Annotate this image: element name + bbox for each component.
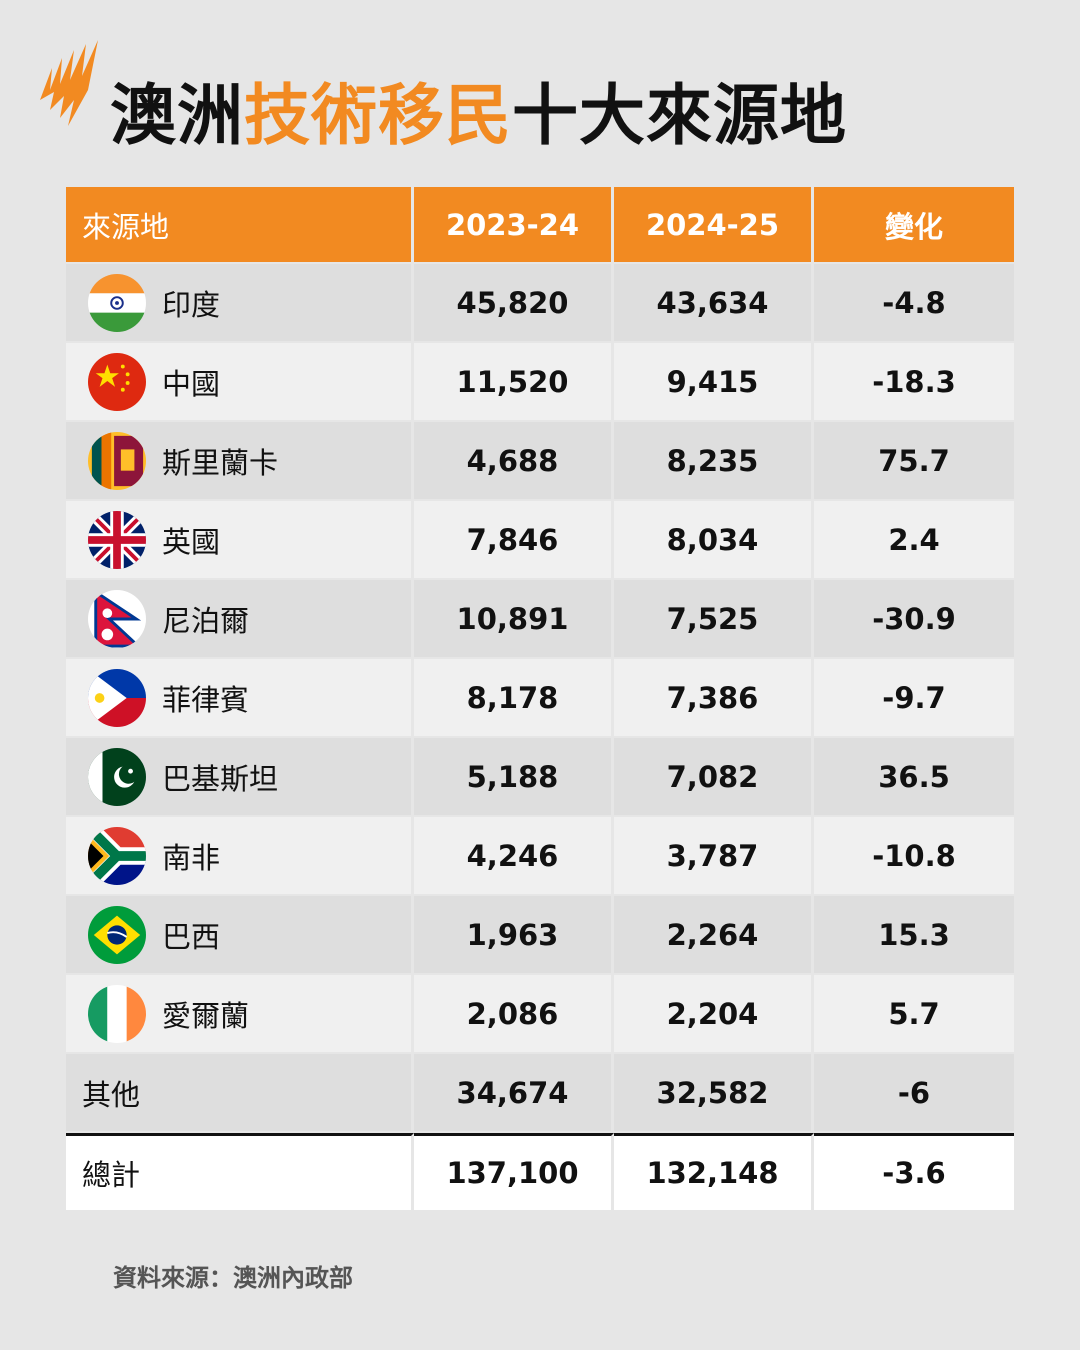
- change-value: -4.8: [814, 264, 1014, 343]
- value-2023-24: 1,963: [414, 896, 614, 975]
- india-flag-icon: [88, 273, 146, 332]
- value-2024-25: 2,204: [614, 975, 814, 1054]
- value-2024-25: 8,034: [614, 501, 814, 580]
- source-note: 資料來源：澳洲內政部: [113, 1264, 353, 1292]
- table-row: 南非 4,246 3,787 -10.8: [66, 817, 1014, 896]
- page-title: 澳洲技術移民十大來源地: [110, 77, 847, 154]
- brazil-flag-icon: [88, 905, 146, 964]
- value-2024-25: 43,634: [614, 264, 814, 343]
- migration-table: 來源地 2023-24 2024-25 變化 印度 45,820 43,634 …: [66, 187, 1014, 1212]
- country-cell: 尼泊爾: [66, 580, 414, 659]
- value-2024-25: 132,148: [614, 1133, 814, 1212]
- table-row: 印度 45,820 43,634 -4.8: [66, 264, 1014, 343]
- table-row: 巴基斯坦 5,188 7,082 36.5: [66, 738, 1014, 817]
- change-value: 36.5: [814, 738, 1014, 817]
- country-name: 南非: [162, 840, 221, 875]
- country-name: 愛爾蘭: [162, 998, 250, 1033]
- table-row: 斯里蘭卡 4,688 8,235 75.7: [66, 422, 1014, 501]
- value-2023-24: 4,246: [414, 817, 614, 896]
- country-cell: 南非: [66, 817, 414, 896]
- country-cell: 英國: [66, 501, 414, 580]
- country-name: 斯里蘭卡: [162, 445, 279, 480]
- value-2024-25: 7,082: [614, 738, 814, 817]
- country-cell: 巴基斯坦: [66, 738, 414, 817]
- change-value: -30.9: [814, 580, 1014, 659]
- header-country: 來源地: [66, 187, 414, 264]
- value-2023-24: 5,188: [414, 738, 614, 817]
- country-cell: 印度: [66, 264, 414, 343]
- header-2023-24: 2023-24: [414, 187, 614, 264]
- value-2023-24: 45,820: [414, 264, 614, 343]
- value-2023-24: 7,846: [414, 501, 614, 580]
- country-name: 巴西: [162, 919, 221, 954]
- change-value: -3.6: [814, 1133, 1014, 1212]
- total-row: 總計 137,100 132,148 -3.6: [66, 1133, 1014, 1212]
- value-2023-24: 10,891: [414, 580, 614, 659]
- value-2023-24: 4,688: [414, 422, 614, 501]
- value-2024-25: 8,235: [614, 422, 814, 501]
- value-2023-24: 34,674: [414, 1054, 614, 1133]
- table-row: 尼泊爾 10,891 7,525 -30.9: [66, 580, 1014, 659]
- change-value: -9.7: [814, 659, 1014, 738]
- value-2023-24: 8,178: [414, 659, 614, 738]
- table-header: 來源地 2023-24 2024-25 變化: [66, 187, 1014, 264]
- others-label: 其他: [66, 1054, 414, 1133]
- table-row: 愛爾蘭 2,086 2,204 5.7: [66, 975, 1014, 1054]
- change-value: -18.3: [814, 343, 1014, 422]
- table-row: 英國 7,846 8,034 2.4: [66, 501, 1014, 580]
- value-2024-25: 2,264: [614, 896, 814, 975]
- header-2024-25: 2024-25: [614, 187, 814, 264]
- ireland-flag-icon: [88, 984, 146, 1043]
- others-row: 其他 34,674 32,582 -6: [66, 1054, 1014, 1133]
- change-value: 2.4: [814, 501, 1014, 580]
- change-value: 15.3: [814, 896, 1014, 975]
- value-2023-24: 11,520: [414, 343, 614, 422]
- value-2023-24: 137,100: [414, 1133, 614, 1212]
- value-2023-24: 2,086: [414, 975, 614, 1054]
- value-2024-25: 9,415: [614, 343, 814, 422]
- sbs-logo-icon: [40, 40, 98, 126]
- table-row: 中國 11,520 9,415 -18.3: [66, 343, 1014, 422]
- country-name: 巴基斯坦: [162, 761, 279, 796]
- pakistan-flag-icon: [88, 747, 146, 806]
- change-value: -6: [814, 1054, 1014, 1133]
- total-label: 總計: [66, 1133, 414, 1212]
- country-cell: 愛爾蘭: [66, 975, 414, 1054]
- country-cell: 斯里蘭卡: [66, 422, 414, 501]
- nepal-flag-icon: [88, 589, 146, 648]
- country-name: 尼泊爾: [162, 603, 250, 638]
- country-cell: 中國: [66, 343, 414, 422]
- philippines-flag-icon: [88, 668, 146, 727]
- southafrica-flag-icon: [88, 826, 146, 885]
- china-flag-icon: [88, 352, 146, 411]
- country-name: 中國: [162, 366, 221, 401]
- country-name: 菲律賓: [162, 682, 250, 717]
- value-2024-25: 3,787: [614, 817, 814, 896]
- table-row: 菲律賓 8,178 7,386 -9.7: [66, 659, 1014, 738]
- uk-flag-icon: [88, 510, 146, 569]
- table-row: 巴西 1,963 2,264 15.3: [66, 896, 1014, 975]
- change-value: 75.7: [814, 422, 1014, 501]
- header-change: 變化: [814, 187, 1014, 264]
- country-name: 英國: [162, 524, 221, 559]
- country-cell: 巴西: [66, 896, 414, 975]
- value-2024-25: 7,386: [614, 659, 814, 738]
- change-value: -10.8: [814, 817, 1014, 896]
- value-2024-25: 7,525: [614, 580, 814, 659]
- value-2024-25: 32,582: [614, 1054, 814, 1133]
- country-name: 印度: [162, 287, 221, 322]
- country-cell: 菲律賓: [66, 659, 414, 738]
- srilanka-flag-icon: [88, 431, 146, 490]
- change-value: 5.7: [814, 975, 1014, 1054]
